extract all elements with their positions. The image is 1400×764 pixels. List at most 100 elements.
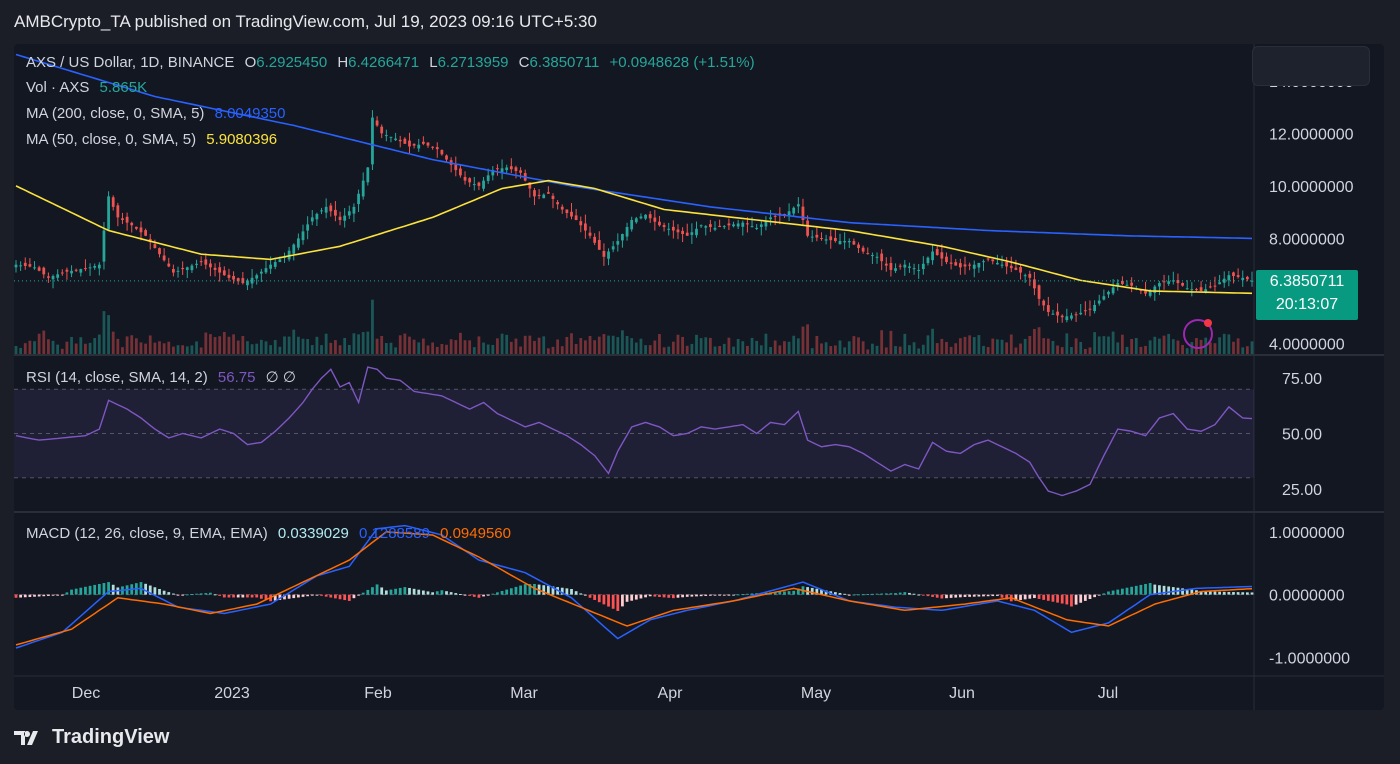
volume-bar — [833, 345, 837, 354]
volume-bar — [773, 340, 777, 354]
volume-bar — [852, 336, 856, 354]
macd-histogram-bar — [1000, 594, 1004, 598]
volume-bar — [273, 339, 277, 354]
candle-body — [866, 253, 870, 255]
chart-options-button[interactable] — [1252, 46, 1370, 86]
macd-histogram-bar — [380, 587, 384, 595]
candle-body — [88, 267, 92, 269]
macd-histogram-bar — [329, 594, 333, 598]
candle-body — [546, 192, 550, 194]
candle-body — [704, 226, 708, 228]
volume-bar — [611, 335, 615, 354]
macd-histogram-bar — [417, 589, 421, 595]
candle-body — [875, 256, 879, 258]
candle-body — [917, 269, 921, 271]
candle-body — [806, 220, 809, 236]
volume-bar — [783, 341, 786, 354]
volume-bar — [459, 332, 462, 354]
volume-bar — [1125, 346, 1129, 354]
candle-body — [190, 265, 194, 271]
volume-bar — [1056, 345, 1059, 354]
candle-body — [144, 230, 148, 236]
volume-bar — [195, 341, 198, 354]
volume-bar — [996, 339, 999, 354]
candle-body — [977, 262, 981, 268]
candle-body — [755, 227, 759, 229]
candle-body — [926, 257, 930, 264]
volume-bar — [704, 337, 708, 354]
candle-body — [940, 252, 944, 259]
volume-bar — [1065, 333, 1069, 354]
volume-bar — [1046, 338, 1050, 354]
candle-body — [232, 275, 235, 280]
candle-body — [945, 256, 948, 263]
macd-histogram-bar — [1074, 594, 1078, 605]
volume-bar — [283, 336, 286, 354]
macd-histogram-bar — [815, 588, 819, 595]
legend-h-label: H — [337, 54, 349, 71]
macd-histogram-bar — [1083, 594, 1087, 601]
rsi-legend: RSI (14, close, SMA, 14, 2) 56.75 ∅ ∅ — [26, 368, 302, 386]
volume-bar — [898, 346, 902, 354]
macd-histogram-bar — [982, 594, 985, 597]
macd-histogram-bar — [565, 588, 569, 595]
rsi-label: RSI (14, close, SMA, 14, 2) — [26, 369, 208, 386]
rsi-tick-label: 25.00 — [1282, 482, 1322, 499]
candle-body — [912, 268, 916, 270]
volume-value: 5.865K — [99, 79, 148, 96]
volume-bar — [162, 343, 166, 354]
volume-bar — [486, 344, 490, 354]
volume-bar — [963, 336, 967, 354]
macd-histogram-bar — [1139, 584, 1143, 595]
ma200-label: MA (200, close, 0, SMA, 5) — [26, 105, 205, 122]
candle-body — [1204, 289, 1208, 292]
volume-bar — [190, 345, 194, 354]
volume-bar — [570, 333, 573, 354]
macd-histogram-bar — [773, 592, 777, 595]
candle-body — [695, 228, 698, 236]
volume-bar — [820, 343, 823, 354]
volume-bar — [1208, 342, 1212, 354]
volume-bar — [912, 342, 916, 354]
volume-bar — [213, 337, 217, 354]
candle-body — [648, 214, 652, 219]
macd-histogram-bar — [560, 587, 564, 595]
candle-body — [167, 263, 171, 267]
candle-body — [861, 247, 865, 252]
candle-body — [1213, 285, 1217, 287]
volume-bar — [1116, 342, 1120, 354]
volume-bar — [232, 334, 235, 354]
volume-bar — [56, 344, 60, 354]
candle-body — [454, 164, 458, 171]
macd-line — [15, 524, 1253, 649]
ma200-line — [15, 53, 1253, 240]
volume-bar — [1019, 343, 1022, 354]
macd-histogram-bar — [1199, 591, 1203, 595]
macd-histogram-bar — [644, 594, 647, 598]
time-tick-label: Jul — [1098, 685, 1118, 702]
legend-close: 6.3850711 — [529, 54, 600, 71]
volume-bar — [1014, 347, 1018, 354]
volume-bar — [380, 335, 384, 354]
legend-high: 6.4266471 — [348, 54, 420, 71]
candle-body — [139, 227, 143, 233]
macd-histogram-bar — [264, 594, 268, 600]
macd-histogram-bar — [491, 593, 495, 595]
volume-bar — [926, 335, 930, 354]
macd-histogram-bar — [685, 594, 689, 597]
macd-histogram-bar — [639, 594, 643, 599]
macd-histogram-bar — [505, 589, 509, 595]
macd-histogram-bar — [940, 594, 944, 599]
candle-body — [426, 142, 430, 146]
macd-histogram-bar — [486, 594, 490, 596]
macd-histogram-bar — [533, 583, 536, 595]
chart-frame[interactable]: 4.00000006.00000008.000000010.000000012.… — [14, 44, 1384, 710]
macd-histogram-bar — [1070, 594, 1073, 607]
volume-bar — [1241, 347, 1245, 354]
volume-bar — [482, 342, 485, 354]
macd-histogram-bar — [1227, 591, 1231, 595]
volume-bar — [778, 345, 782, 354]
macd-histogram-bar — [926, 594, 930, 597]
volume-bar — [51, 340, 55, 354]
macd-histogram-bar — [449, 592, 453, 595]
